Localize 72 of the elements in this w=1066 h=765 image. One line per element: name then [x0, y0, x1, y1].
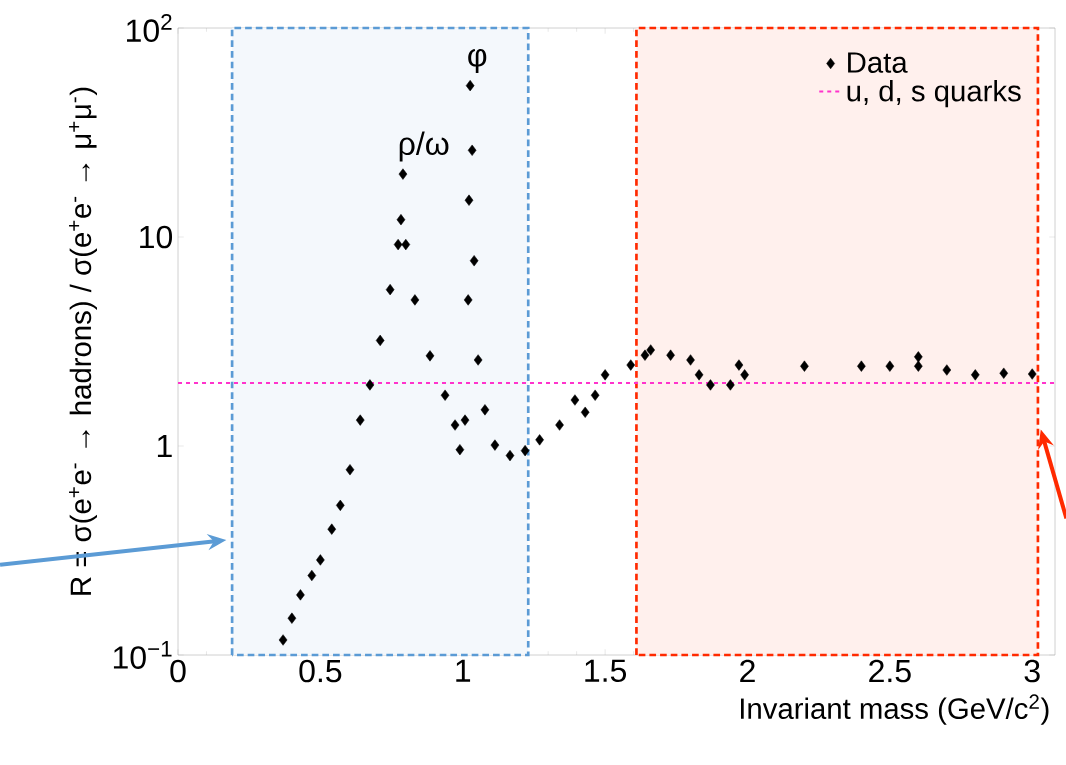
point	[473, 354, 483, 366]
point	[463, 294, 473, 306]
point	[740, 369, 749, 381]
point	[942, 364, 952, 376]
point	[640, 349, 650, 361]
point	[800, 360, 809, 372]
point	[914, 360, 923, 372]
point	[425, 350, 435, 362]
x-tick-label: 0.5	[299, 659, 342, 683]
point	[857, 360, 866, 372]
point	[580, 406, 590, 418]
point	[316, 554, 325, 566]
x-tick-label: 0	[170, 659, 186, 683]
point	[555, 419, 564, 431]
annotation: ρ/ω	[399, 131, 449, 162]
point	[885, 360, 895, 372]
point	[706, 379, 715, 391]
point	[914, 351, 923, 363]
point	[520, 445, 530, 457]
legend-label: Data	[848, 52, 908, 73]
point	[686, 354, 695, 366]
x-tick-label: 1	[456, 659, 471, 682]
point	[971, 369, 980, 381]
point	[355, 414, 365, 426]
point	[375, 334, 385, 347]
x-tick-label: 2	[740, 659, 755, 683]
point	[1027, 368, 1037, 380]
point	[600, 369, 610, 381]
point	[440, 389, 450, 401]
point	[296, 589, 305, 601]
x-tick-label: 3	[1024, 659, 1040, 683]
point	[666, 349, 675, 361]
point	[455, 444, 465, 456]
point	[734, 359, 744, 371]
point	[393, 238, 403, 251]
point	[410, 294, 420, 306]
point	[465, 80, 475, 92]
point	[307, 569, 317, 582]
point	[287, 612, 297, 624]
point	[401, 238, 411, 251]
point	[365, 379, 375, 391]
y-tick-label: 10$^{2}$	[127, 14, 172, 42]
y-tick-label: 10	[140, 225, 173, 249]
point	[999, 367, 1009, 379]
point	[490, 439, 500, 451]
annotation: φ	[468, 49, 487, 73]
point	[450, 419, 460, 431]
x-axis-title: Invariant mass (GeV/c$^{2}$)	[740, 694, 1049, 725]
x-tick-label: 1.5	[585, 659, 627, 683]
y-tick-label: 1	[157, 434, 172, 458]
point	[469, 255, 479, 267]
point	[535, 434, 544, 446]
point	[464, 194, 474, 206]
point	[646, 344, 655, 356]
point	[396, 214, 406, 226]
point	[694, 369, 704, 381]
point	[385, 284, 395, 296]
point	[327, 523, 337, 535]
legend-label: u, d, s quarks	[847, 79, 1021, 108]
point	[467, 144, 477, 156]
point	[726, 379, 735, 391]
point	[336, 499, 345, 511]
point	[398, 168, 408, 180]
point	[570, 394, 580, 406]
point	[345, 464, 355, 476]
point	[626, 359, 636, 371]
point	[278, 634, 288, 646]
point	[480, 404, 490, 416]
point	[590, 389, 600, 401]
point	[460, 414, 470, 426]
x-tick-label: 2.5	[869, 659, 911, 683]
point	[505, 449, 515, 462]
